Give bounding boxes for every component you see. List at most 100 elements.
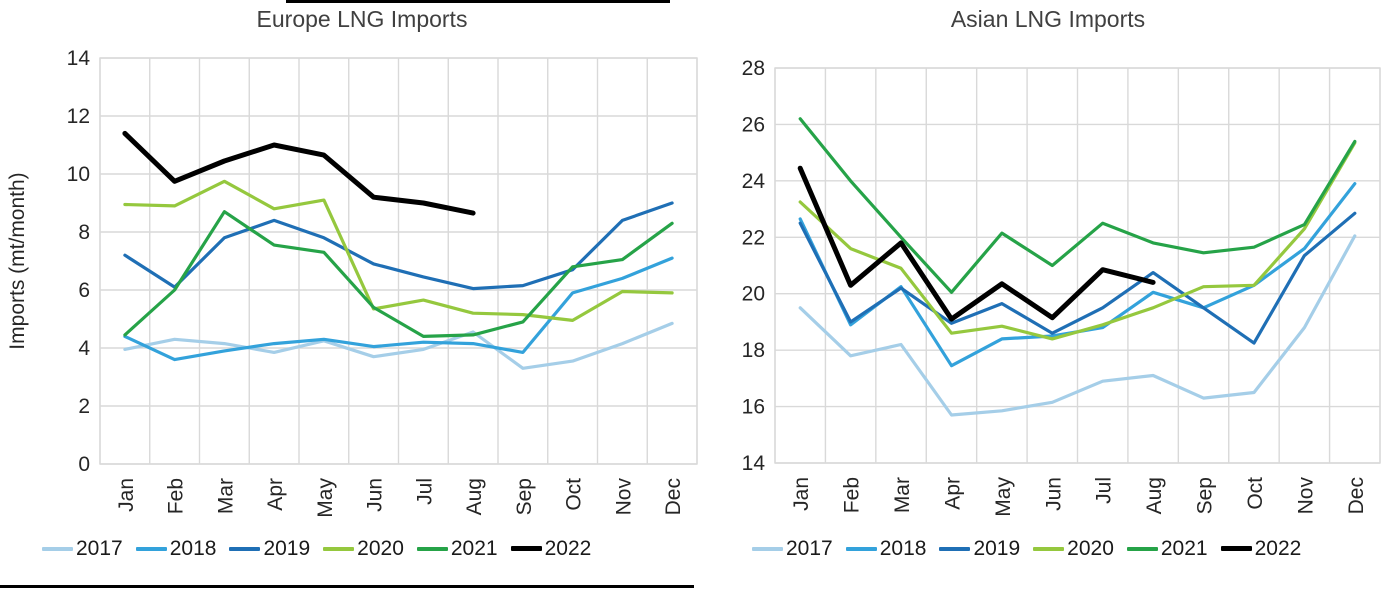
y-tick-label: 10 [67, 163, 90, 186]
legend-swatch-2020 [323, 546, 355, 551]
x-tick-label: Mar [891, 477, 914, 513]
y-tick-label: 18 [742, 339, 765, 362]
legend-swatch-2018 [845, 546, 877, 551]
asia-plot-svg: 14 16 18 20 22 24 26 28 Jan Feb Mar Apr May Jun Jul Aug… [742, 6, 1381, 517]
x-tick-label: May [992, 477, 1015, 517]
x-tick-label: Jun [364, 478, 387, 512]
legend-label-2021: 2021 [1160, 537, 1208, 560]
y-tick-label: 4 [78, 337, 90, 360]
legend-item-2021: 2021 [416, 537, 498, 560]
x-tick-label: Jun [1042, 477, 1065, 511]
asia-chart-legend: 2017 2018 2019 2020 2021 2022 [752, 538, 1301, 559]
series-line-2022 [797, 165, 1156, 322]
plot-border [774, 67, 1381, 464]
x-tick-label: Jul [413, 478, 436, 505]
legend-swatch-2021 [1126, 546, 1158, 551]
y-tick-label: 6 [78, 279, 90, 302]
y-tick-label: 14 [67, 47, 91, 70]
series-line-2019 [798, 211, 1357, 345]
y-tick-label: 22 [742, 226, 765, 249]
x-tick-label: Mar [214, 478, 237, 514]
top-border-line [286, 0, 670, 3]
legend-item-2017: 2017 [752, 538, 833, 559]
chart-title: Asian LNG Imports [951, 6, 1145, 32]
legend-label-2021: 2021 [450, 537, 498, 560]
y-tick-label: 8 [78, 221, 90, 244]
series-line-2019 [123, 201, 674, 291]
legend-item-2022: 2022 [1220, 537, 1302, 560]
legend-item-2021: 2021 [1126, 537, 1208, 560]
legend-swatch-2018 [135, 546, 167, 551]
y-tick-label: 0 [78, 453, 90, 476]
series-line-2017 [123, 321, 674, 370]
series-line-2021 [798, 117, 1357, 294]
plot-border [99, 57, 698, 465]
x-tick-label: Dec [662, 478, 685, 515]
x-tick-label: Oct [1244, 477, 1267, 510]
x-tick-label: Jul [1093, 477, 1116, 504]
x-tick-label: Dec [1345, 477, 1368, 514]
x-tick-label: Aug [1143, 477, 1166, 514]
series-line-2020 [123, 179, 674, 322]
legend-swatch-2019 [939, 546, 971, 551]
legend-item-2020: 2020 [323, 538, 404, 559]
legend-item-2017: 2017 [42, 538, 123, 559]
y-tick-label: 20 [742, 283, 765, 306]
series-line-2017 [798, 234, 1357, 417]
legend-swatch-2020 [1033, 546, 1065, 551]
legend-label-2022: 2022 [1254, 537, 1302, 560]
legend-label-2018: 2018 [169, 537, 217, 560]
asian-lng-imports-chart: 14 16 18 20 22 24 26 28 Jan Feb Mar Apr May Jun Jul Aug… [700, 0, 1386, 590]
legend-swatch-2017 [42, 546, 73, 551]
legend-label-2018: 2018 [879, 537, 927, 560]
legend-label-2020: 2020 [1067, 537, 1114, 560]
x-tick-label: Oct [563, 478, 586, 511]
y-tick-label: 14 [742, 452, 766, 475]
legend-label-2019: 2019 [263, 537, 311, 560]
y-tick-label: 26 [742, 113, 765, 136]
x-tick-label: Feb [841, 477, 864, 513]
y-tick-label: 28 [742, 57, 765, 80]
y-axis-title: Imports (mt/month) [6, 172, 29, 349]
legend-label-2022: 2022 [544, 537, 592, 560]
legend-label-2017: 2017 [76, 537, 123, 560]
legend-item-2018: 2018 [135, 537, 217, 560]
legend-swatch-2021 [416, 546, 448, 551]
y-tick-label: 12 [67, 105, 90, 128]
legend-item-2018: 2018 [845, 537, 927, 560]
legend-label-2020: 2020 [357, 537, 404, 560]
legend-swatch-2022 [1220, 546, 1252, 551]
x-tick-label: Sep [513, 478, 536, 515]
series-line-2020 [798, 141, 1357, 341]
legend-item-2022: 2022 [510, 537, 592, 560]
legend-swatch-2022 [510, 546, 542, 551]
x-tick-label: Jan [115, 478, 138, 512]
legend-item-2019: 2019 [939, 538, 1020, 559]
x-tick-label: Nov [1294, 477, 1317, 515]
legend-label-2017: 2017 [786, 537, 833, 560]
europe-plot-svg: 0 2 4 6 8 10 12 14 Jan Feb Mar Apr May Jun Jul Aug Sep Oc… [6, 6, 698, 518]
legend-item-2019: 2019 [229, 538, 310, 559]
x-tick-label: Sep [1194, 477, 1217, 514]
x-tick-label: Aug [463, 478, 486, 515]
series-line-2022 [122, 130, 476, 216]
legend-item-2020: 2020 [1033, 538, 1114, 559]
legend-swatch-2019 [229, 546, 261, 551]
x-tick-label: Apr [264, 478, 287, 511]
chart-title: Europe LNG Imports [257, 6, 468, 32]
bottom-border-line [0, 585, 694, 588]
y-tick-label: 2 [78, 395, 90, 418]
x-tick-label: Nov [612, 478, 635, 516]
x-tick-label: Apr [941, 477, 964, 510]
series-line-2018 [123, 256, 674, 362]
x-tick-label: Jan [790, 477, 813, 511]
legend-swatch-2017 [752, 546, 783, 551]
y-tick-label: 16 [742, 396, 765, 419]
x-tick-label: Feb [165, 478, 188, 514]
series-line-2021 [123, 210, 674, 338]
legend-label-2019: 2019 [973, 537, 1021, 560]
europe-lng-imports-chart: 0 2 4 6 8 10 12 14 Jan Feb Mar Apr May Jun Jul Aug Sep Oc… [6, 6, 698, 518]
x-tick-label: May [314, 478, 337, 518]
y-tick-label: 24 [742, 170, 766, 193]
